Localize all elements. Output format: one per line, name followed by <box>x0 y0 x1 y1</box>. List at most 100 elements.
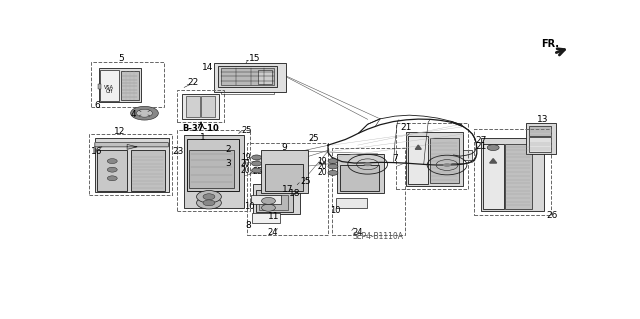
Circle shape <box>196 190 221 203</box>
Bar <box>221 68 274 85</box>
Bar <box>529 126 551 136</box>
Bar <box>89 134 172 196</box>
Bar <box>177 90 225 122</box>
Polygon shape <box>490 159 497 163</box>
Circle shape <box>328 170 338 175</box>
Text: FR.: FR. <box>541 40 559 49</box>
Text: B-37-10: B-37-10 <box>182 124 220 133</box>
Bar <box>91 62 164 107</box>
Bar <box>261 150 308 193</box>
Circle shape <box>328 159 338 164</box>
Bar <box>505 144 532 209</box>
Text: 8: 8 <box>246 221 252 230</box>
Bar <box>396 123 468 189</box>
Bar <box>253 184 300 214</box>
Text: 1: 1 <box>200 132 206 142</box>
Bar <box>189 150 234 188</box>
Bar <box>177 130 250 211</box>
Text: 16: 16 <box>91 147 102 156</box>
Bar <box>252 213 280 223</box>
Bar <box>214 63 286 92</box>
Text: Off: Off <box>106 89 113 94</box>
Text: 13: 13 <box>536 115 548 124</box>
Circle shape <box>203 194 215 200</box>
Polygon shape <box>95 143 168 149</box>
Bar <box>186 96 200 117</box>
Circle shape <box>262 197 275 204</box>
Circle shape <box>443 163 451 167</box>
Bar <box>337 198 367 208</box>
Circle shape <box>108 176 117 181</box>
Bar <box>218 66 277 87</box>
Text: 11: 11 <box>268 211 279 221</box>
Circle shape <box>203 200 215 206</box>
Bar <box>201 96 215 117</box>
Circle shape <box>252 161 262 166</box>
Text: 7: 7 <box>392 154 398 163</box>
Text: SEP4-B1110A: SEP4-B1110A <box>352 232 403 241</box>
Text: 25: 25 <box>252 167 263 176</box>
Bar <box>474 129 551 215</box>
Bar <box>95 138 169 192</box>
Text: 23: 23 <box>172 147 184 156</box>
Bar <box>529 137 551 152</box>
Bar <box>98 84 101 89</box>
Circle shape <box>108 159 117 164</box>
Text: 22: 22 <box>188 78 198 87</box>
Bar <box>340 165 379 191</box>
Bar <box>481 138 544 211</box>
Bar <box>257 70 273 84</box>
Text: 12: 12 <box>114 127 125 136</box>
Text: 2: 2 <box>225 145 230 154</box>
Text: 14: 14 <box>202 63 214 72</box>
Circle shape <box>262 204 275 211</box>
Text: 24: 24 <box>353 228 363 237</box>
Bar <box>182 93 220 119</box>
Bar <box>256 190 293 212</box>
Text: 27: 27 <box>475 137 486 145</box>
Text: 19: 19 <box>241 153 251 162</box>
Text: 25: 25 <box>300 177 310 186</box>
Text: 18: 18 <box>289 189 300 198</box>
Text: 4: 4 <box>131 110 136 119</box>
Polygon shape <box>415 145 421 149</box>
Bar <box>264 164 303 190</box>
Text: 25: 25 <box>309 135 319 144</box>
Text: VSA: VSA <box>104 85 115 90</box>
Text: 9: 9 <box>282 143 287 152</box>
Circle shape <box>364 162 372 166</box>
Bar <box>453 150 472 160</box>
Circle shape <box>487 145 499 151</box>
Bar <box>121 71 138 100</box>
Text: 21: 21 <box>400 123 412 132</box>
Bar <box>406 132 463 186</box>
Bar <box>187 139 239 190</box>
Text: 6: 6 <box>94 101 100 110</box>
Text: 24: 24 <box>267 228 278 237</box>
Text: 20: 20 <box>241 166 251 175</box>
Text: 20: 20 <box>317 168 327 177</box>
Bar <box>483 144 504 209</box>
Bar <box>97 150 127 190</box>
Text: 19: 19 <box>317 157 327 166</box>
Text: 5: 5 <box>118 54 124 63</box>
Bar <box>131 150 165 190</box>
Circle shape <box>252 155 262 160</box>
Text: 15: 15 <box>249 54 260 63</box>
Circle shape <box>328 164 338 169</box>
Text: 3: 3 <box>225 159 230 168</box>
Bar <box>251 195 281 204</box>
Bar <box>332 148 405 235</box>
Circle shape <box>131 106 158 120</box>
Bar <box>408 136 428 184</box>
Text: 17: 17 <box>282 185 293 194</box>
Bar <box>430 138 459 183</box>
Bar <box>246 143 328 235</box>
Bar <box>100 70 118 101</box>
Circle shape <box>108 167 117 172</box>
Bar <box>527 123 556 154</box>
Circle shape <box>136 109 152 117</box>
Bar <box>337 154 384 193</box>
Bar <box>259 196 288 210</box>
Circle shape <box>252 168 262 173</box>
